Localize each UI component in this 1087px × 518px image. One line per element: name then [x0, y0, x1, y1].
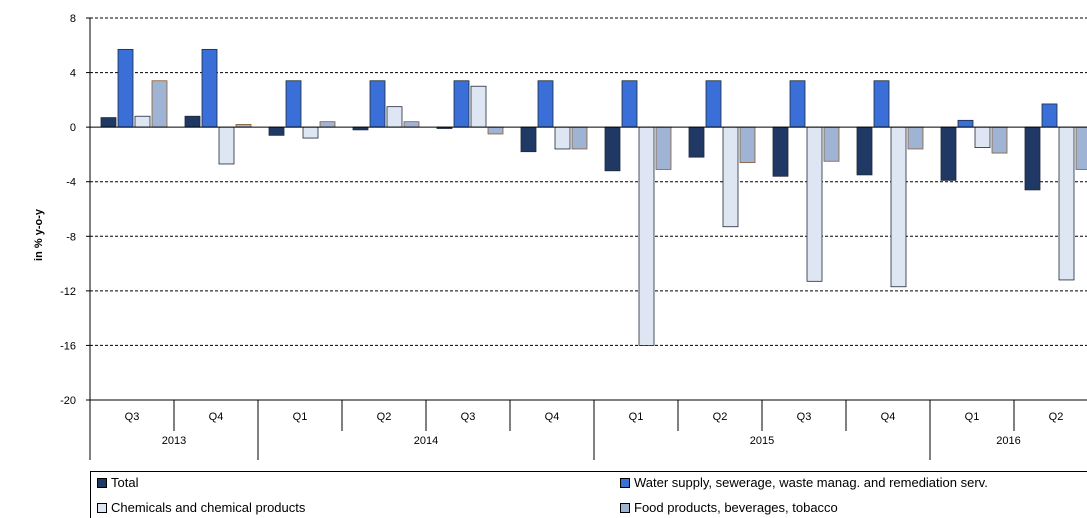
bar-total-2	[268, 126, 285, 136]
legend-item-food: Food products, beverages, tobacco	[620, 500, 838, 515]
bar-total-10	[940, 126, 957, 181]
x-quarter-label: Q2	[713, 411, 728, 423]
legend: Total Water supply, sewerage, waste mana…	[90, 471, 1087, 518]
legend-swatch-water	[620, 477, 630, 488]
x-quarter-label: Q1	[965, 411, 980, 423]
bar-chemicals-8	[806, 126, 823, 282]
y-tick-label: 8	[70, 13, 76, 25]
legend-item-water: Water supply, sewerage, waste manag. and…	[620, 475, 988, 490]
x-quarter-label: Q1	[629, 411, 644, 423]
bar-food-9	[907, 126, 924, 150]
bar-total-7	[688, 126, 705, 158]
bar-chemicals-3	[386, 106, 403, 128]
bar-total-5	[520, 126, 537, 153]
x-year-label: 2015	[750, 435, 774, 447]
bars	[100, 48, 1087, 346]
x-quarter-label: Q4	[209, 411, 224, 423]
legend-item-chemicals: Chemicals and chemical products	[97, 500, 305, 515]
x-quarter-label: Q4	[881, 411, 896, 423]
bar-food-4	[487, 126, 504, 135]
bar-food-8	[823, 126, 840, 162]
y-tick-label: -8	[66, 231, 76, 243]
bar-water-3	[369, 80, 386, 128]
legend-label-chemicals: Chemicals and chemical products	[111, 500, 306, 515]
bar-water-1	[201, 48, 218, 128]
bar-chemicals-9	[890, 126, 907, 288]
gridlines: 8 4 0 -4 -8 -12 -16 -20	[60, 13, 1087, 407]
bar-food-6	[655, 126, 672, 170]
bar-water-11	[1041, 103, 1058, 128]
x-axis: Q3 Q4 Q1 Q2 Q3 Q4 Q1 Q2 Q3 Q4 Q1 Q2 2013 2014 2015 2016	[89, 400, 1064, 460]
y-tick-label: -4	[66, 177, 76, 189]
y-tick-label: -20	[60, 395, 76, 407]
bar-water-10	[957, 119, 974, 128]
x-quarter-label: Q1	[293, 411, 308, 423]
bar-total-11	[1024, 126, 1041, 191]
bar-water-2	[285, 80, 302, 128]
bar-chart: 840-4-8-12-16-20 Q3 Q4 Q1 Q2 Q3 Q4 Q1 Q2 Q3 Q4 Q1 Q…	[33, 13, 1087, 460]
x-year-label: 2016	[996, 435, 1020, 447]
bar-total-8	[772, 126, 789, 177]
bar-total-9	[856, 126, 873, 176]
y-tick-label: 4	[70, 68, 76, 80]
x-year-label: 2014	[414, 435, 438, 447]
y-tick-label: 0	[70, 122, 76, 134]
legend-item-total: Total	[97, 475, 138, 490]
bar-water-9	[873, 80, 890, 128]
axes	[89, 18, 1087, 401]
bar-food-11	[1075, 126, 1087, 170]
bar-chemicals-6	[638, 126, 655, 346]
bar-chemicals-5	[554, 126, 571, 150]
x-quarter-label: Q3	[461, 411, 476, 423]
legend-swatch-food	[620, 502, 630, 513]
x-year-label: 2013	[162, 435, 186, 447]
bar-food-7	[739, 126, 756, 164]
bar-total-6	[604, 126, 621, 172]
bar-water-8	[789, 80, 806, 128]
legend-label-total: Total	[111, 475, 139, 490]
bar-total-0	[100, 117, 117, 128]
legend-label-water: Water supply, sewerage, waste manag. and…	[634, 475, 988, 490]
bar-water-7	[705, 80, 722, 128]
bar-food-5	[571, 126, 588, 150]
bar-water-5	[537, 80, 554, 128]
bar-water-0	[117, 48, 134, 128]
bar-chemicals-0	[134, 115, 151, 128]
x-quarter-label: Q4	[545, 411, 560, 423]
bar-water-6	[621, 80, 638, 128]
bar-water-4	[453, 80, 470, 128]
x-quarter-label: Q2	[377, 411, 392, 423]
bar-chemicals-2	[302, 126, 319, 139]
bar-chemicals-1	[218, 126, 235, 165]
y-tick-label: -12	[60, 286, 76, 298]
y-tick-label: -16	[60, 340, 76, 352]
x-quarter-label: Q3	[797, 411, 812, 423]
bar-chemicals-4	[470, 85, 487, 128]
bar-food-3	[403, 121, 420, 128]
x-quarter-label: Q2	[1049, 411, 1064, 423]
bar-chemicals-10	[974, 126, 991, 149]
bar-chemicals-7	[722, 126, 739, 228]
bar-chemicals-11	[1058, 126, 1075, 281]
bar-food-2	[319, 121, 336, 128]
legend-swatch-total	[97, 477, 107, 488]
bar-food-0	[151, 80, 168, 128]
legend-swatch-chemicals	[97, 502, 107, 513]
bar-total-1	[184, 115, 201, 128]
y-axis-label: in % y-o-y	[33, 208, 45, 261]
x-quarter-label: Q3	[125, 411, 140, 423]
legend-label-food: Food products, beverages, tobacco	[634, 500, 838, 515]
bar-food-10	[991, 126, 1008, 154]
